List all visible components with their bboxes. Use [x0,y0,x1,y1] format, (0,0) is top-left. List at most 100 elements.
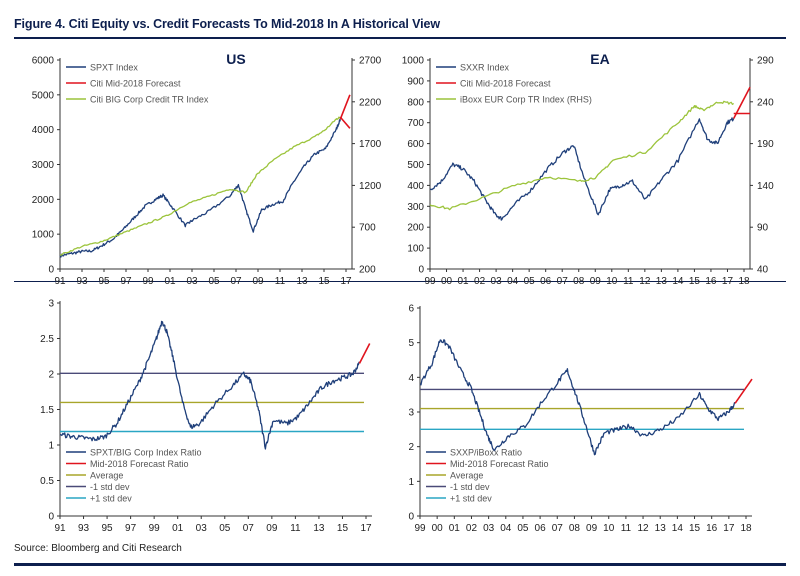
y2-tick-label: 240 [757,97,774,108]
x-tick-label: 07 [243,523,255,534]
x-tick-label: 17 [360,523,372,534]
y-tick-label: 300 [407,202,424,213]
x-tick-label: 99 [414,523,426,534]
y-tick-label: 1000 [32,230,55,241]
y2-tick-label: 90 [757,223,769,234]
x-tick-label: 12 [637,523,649,534]
x-tick-label: 13 [296,276,308,287]
legend-label: Average [90,471,123,481]
x-tick-label: 17 [340,276,352,287]
x-tick-label: 95 [102,523,114,534]
y2-tick-label: 1200 [359,181,382,192]
x-tick-label: 08 [573,276,585,287]
series-iboxx-eur-corp-tr-index-rhs- [429,100,735,211]
x-tick-label: 03 [186,276,198,287]
x-tick-label: 15 [689,276,701,287]
x-tick-label: 06 [535,523,547,534]
y-tick-label: 1000 [402,56,425,67]
x-tick-label: 05 [524,276,536,287]
source-note: Source: Bloomberg and Citi Research [14,543,182,554]
y2-tick-label: 200 [359,265,376,276]
bottom-rule [14,563,786,566]
y-tick-label: 4000 [32,125,55,136]
legend-label: SXXP/iBoxx Ratio [450,448,522,458]
y-tick-label: 2.5 [40,334,54,345]
x-tick-label: 09 [252,276,264,287]
x-tick-label: 06 [540,276,552,287]
x-tick-label: 08 [569,523,581,534]
x-tick-label: 02 [474,276,486,287]
x-tick-label: 13 [655,523,667,534]
y-tick-label: 800 [407,97,424,108]
x-tick-label: 05 [219,523,231,534]
chart-title: US [226,51,245,67]
y-tick-label: 100 [407,244,424,255]
y2-tick-label: 2700 [359,56,382,67]
y-tick-label: 0 [48,265,54,276]
x-tick-label: 99 [142,276,154,287]
x-tick-label: 10 [606,276,618,287]
y-tick-label: 500 [407,160,424,171]
y2-tick-label: 290 [757,56,774,67]
series-mid-2018-forecast-ratio [358,343,371,364]
x-tick-label: 01 [457,276,469,287]
y-tick-label: 0 [408,512,414,523]
x-tick-label: 04 [500,523,512,534]
y-tick-label: 1.5 [40,405,54,416]
y-tick-label: 1 [408,477,414,488]
x-tick-label: 97 [120,276,132,287]
x-tick-label: 95 [98,276,110,287]
x-tick-label: 05 [208,276,220,287]
legend-label: iBoxx EUR Corp TR Index (RHS) [460,95,592,105]
x-tick-label: 01 [449,523,461,534]
middle-rule [14,281,786,282]
x-tick-label: 01 [164,276,176,287]
x-tick-label: 99 [149,523,161,534]
legend-label: +1 std dev [90,494,132,504]
y-tick-label: 400 [407,181,424,192]
x-tick-label: 07 [230,276,242,287]
x-tick-label: 97 [125,523,137,534]
x-tick-label: 15 [689,523,701,534]
legend-label: -1 std dev [450,482,490,492]
figure-title: Figure 4. Citi Equity vs. Credit Forecas… [14,17,440,31]
x-tick-label: 99 [424,276,436,287]
legend-label: SPXT/BIG Corp Index Ratio [90,448,202,458]
x-tick-label: 17 [722,276,734,287]
x-tick-label: 00 [432,523,444,534]
x-tick-label: 16 [705,276,717,287]
x-tick-label: 03 [491,276,503,287]
x-tick-label: 04 [507,276,519,287]
y-tick-label: 0 [418,265,424,276]
y2-tick-label: 2200 [359,97,382,108]
legend-label: Mid-2018 Forecast Ratio [90,459,189,469]
x-tick-label: 10 [603,523,615,534]
y-tick-label: 2000 [32,195,55,206]
y-tick-label: 6000 [32,56,55,67]
x-tick-label: 93 [76,276,88,287]
top-rule [14,37,786,39]
y-tick-label: 200 [407,223,424,234]
series-sxxr-index [429,117,735,221]
x-tick-label: 91 [54,523,66,534]
legend-label: -1 std dev [90,482,130,492]
chart-us-bottom: 0 0.5 1 1.5 2 2.5 3 91 93 95 97 99 01 03 05 07 09 11 13 15 1… [40,299,372,534]
y2-tick-label: 140 [757,181,774,192]
x-tick-label: 14 [672,523,684,534]
x-tick-label: 17 [723,523,735,534]
x-tick-label: 03 [483,523,495,534]
x-tick-label: 15 [318,276,330,287]
x-tick-label: 09 [266,523,278,534]
x-tick-label: 01 [172,523,184,534]
x-tick-label: 12 [639,276,651,287]
x-tick-label: 11 [621,523,632,534]
y-tick-label: 6 [408,304,414,315]
x-tick-label: 11 [623,276,634,287]
y-tick-label: 900 [407,76,424,87]
y-tick-label: 5000 [32,90,55,101]
chart-us-top: 0 1000 2000 3000 4000 5000 6000 200 700 1200 1700 2… [32,51,382,287]
y-tick-label: 0.5 [40,476,54,487]
x-tick-label: 11 [290,523,301,534]
x-tick-label: 14 [672,276,684,287]
